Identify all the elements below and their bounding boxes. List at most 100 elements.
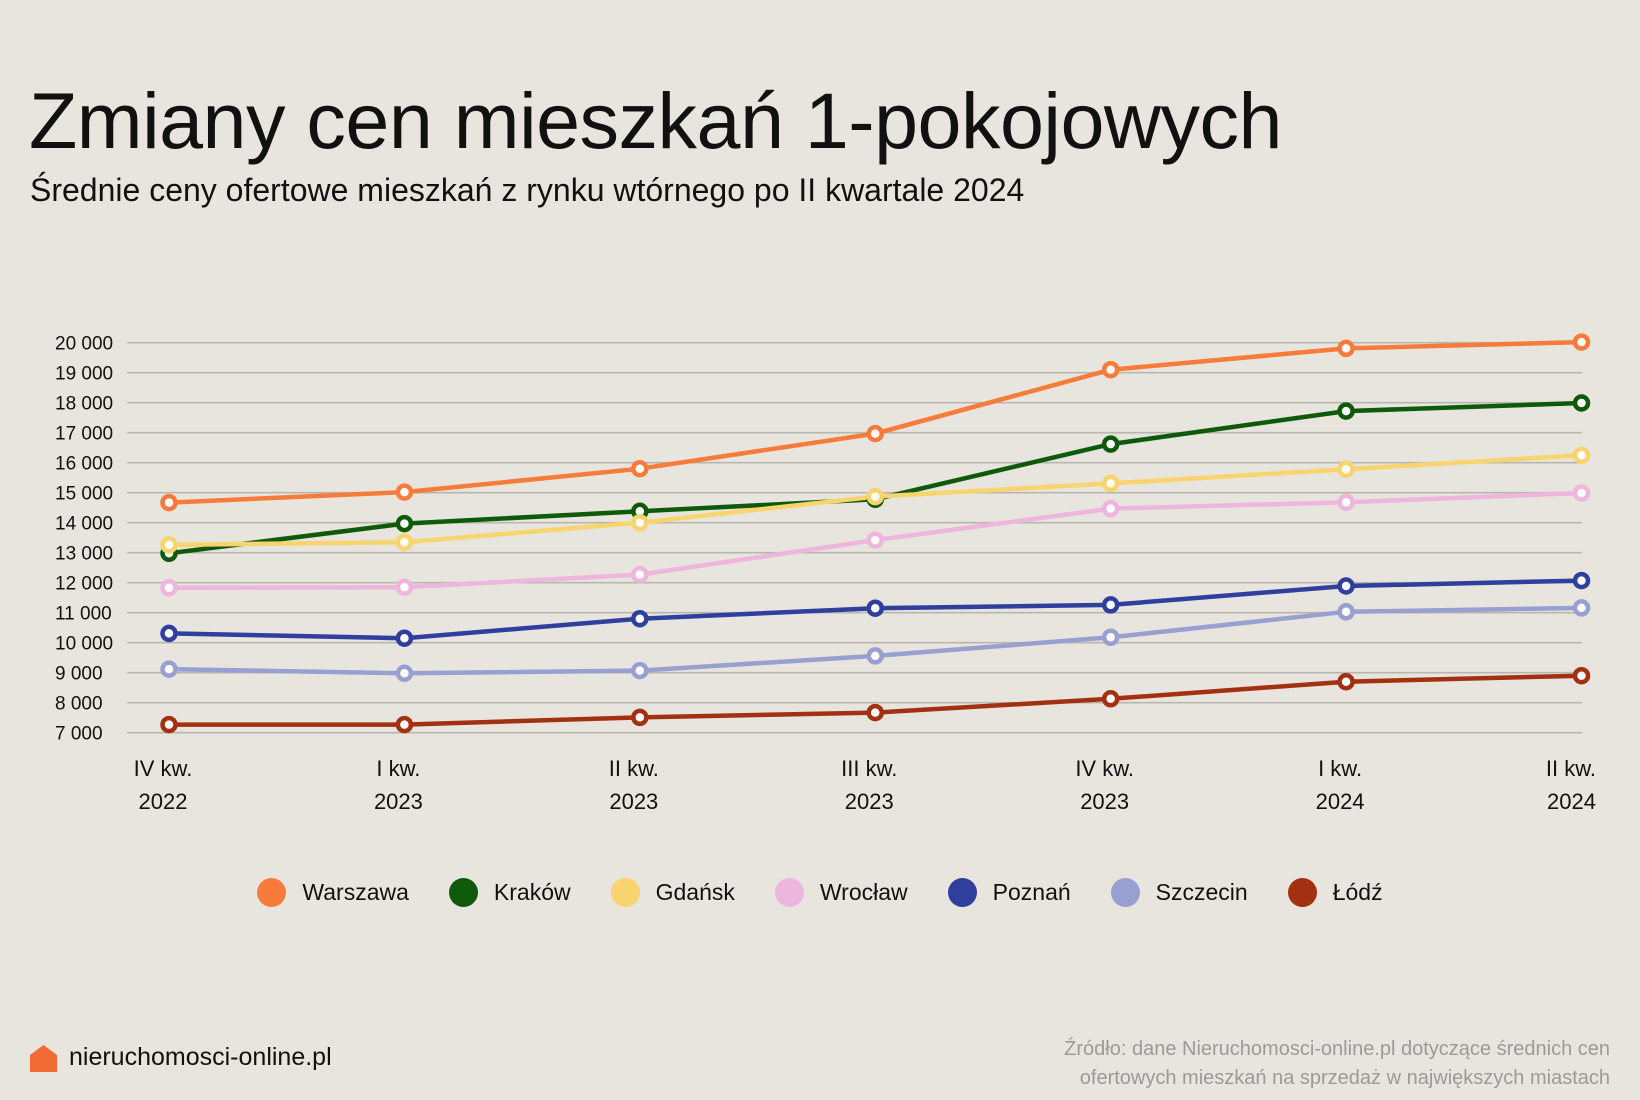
- x-tick-label-quarter: I kw.: [1318, 756, 1362, 781]
- legend-swatch-icon: [1287, 877, 1317, 907]
- legend-item[interactable]: Wrocław: [774, 877, 908, 907]
- data-point: [395, 533, 414, 551]
- y-tick-label: 20 000: [55, 334, 113, 355]
- y-tick-label: 7 000: [55, 724, 103, 745]
- data-point: [1101, 474, 1120, 493]
- legend: Warszawa Kraków Gdańsk Wrocław Poznań Szczeci…: [0, 874, 1640, 910]
- legend-label: Warszawa: [302, 878, 409, 905]
- source-line-2: ofertowych mieszkań na sprzedaż w najwię…: [1079, 1067, 1610, 1089]
- data-point: [1337, 493, 1355, 512]
- y-tick-label: 9 000: [55, 664, 103, 685]
- data-point: [160, 493, 178, 512]
- legend-item[interactable]: Łódź: [1287, 877, 1383, 907]
- data-point: [866, 599, 884, 617]
- data-point: [395, 578, 414, 596]
- data-point: [1337, 460, 1355, 479]
- data-point: [160, 624, 178, 643]
- y-tick-label: 19 000: [55, 364, 113, 385]
- legend-label: Szczecin: [1155, 878, 1248, 905]
- data-point: [1572, 446, 1591, 464]
- legend-label: Łódź: [1332, 878, 1383, 905]
- y-tick-label: 8 000: [55, 694, 103, 715]
- data-point: [631, 513, 649, 532]
- data-point: [866, 703, 884, 722]
- y-tick-label: 17 000: [55, 424, 113, 445]
- y-tick-label: 14 000: [55, 514, 113, 535]
- data-point: [395, 514, 414, 533]
- data-point: [866, 647, 884, 665]
- data-point: [866, 424, 884, 443]
- house-icon: [30, 1044, 57, 1072]
- y-tick-label: 16 000: [55, 454, 113, 475]
- x-tick-label-year: 2023: [845, 789, 894, 814]
- data-point: [1101, 499, 1120, 518]
- legend-item[interactable]: Warszawa: [257, 877, 409, 907]
- x-tick-label-year: 2023: [374, 789, 423, 814]
- legend-label: Gdańsk: [655, 878, 735, 905]
- data-point: [160, 536, 178, 554]
- y-tick-label: 15 000: [55, 484, 113, 505]
- x-tick-label-year: 2023: [609, 789, 658, 814]
- data-point: [1101, 435, 1120, 453]
- legend-swatch-icon: [774, 877, 804, 907]
- data-point: [1337, 402, 1355, 420]
- x-axis: IV kw. 2022 I kw. 2023 II kw. 2023 III kw. 2023…: [134, 756, 1596, 814]
- x-tick-label-quarter: III kw.: [841, 756, 897, 781]
- data-point: [1337, 603, 1355, 621]
- data-point: [1572, 599, 1591, 617]
- data-point: [631, 459, 649, 478]
- x-tick-label-year: 2022: [139, 789, 188, 814]
- data-point: [631, 661, 649, 680]
- x-tick-label-year: 2024: [1547, 789, 1596, 814]
- y-tick-label: 10 000: [55, 634, 113, 655]
- legend-swatch-icon: [257, 877, 287, 907]
- data-point: [866, 531, 884, 549]
- y-axis: 20 000 19 000 18 000 17 000 16 000 15 000 14 0…: [55, 334, 113, 745]
- data-point: [1337, 577, 1355, 595]
- x-tick-label-quarter: II kw.: [1546, 756, 1596, 781]
- data-point: [866, 487, 884, 506]
- y-tick-label: 12 000: [55, 574, 113, 595]
- data-point: [1572, 666, 1591, 685]
- data-point: [1337, 672, 1355, 691]
- data-point: [1101, 628, 1120, 647]
- legend-label: Kraków: [493, 878, 571, 905]
- data-point: [395, 483, 414, 501]
- data-point: [395, 664, 414, 683]
- series-line-warszawa: [166, 339, 1584, 505]
- data-point: [631, 708, 649, 727]
- x-tick-label-quarter: IV kw.: [134, 756, 193, 781]
- legend-item[interactable]: Gdańsk: [610, 877, 735, 907]
- chart-title: Zmiany cen mieszkań 1-pokojowych: [29, 76, 1282, 165]
- series-markers: [160, 333, 1591, 734]
- legend-item[interactable]: Kraków: [448, 877, 571, 907]
- legend-item[interactable]: Poznań: [947, 877, 1071, 907]
- data-point: [1101, 360, 1120, 379]
- data-point: [1337, 339, 1355, 358]
- legend-swatch-icon: [1110, 877, 1140, 907]
- source-note: Źródło: dane Nieruchomosci-online.pl dot…: [1064, 1035, 1610, 1093]
- brand-name: nieruchomosci-online.pl: [69, 1043, 332, 1071]
- data-point: [160, 715, 178, 734]
- y-tick-label: 11 000: [55, 604, 112, 625]
- legend-label: Poznań: [992, 878, 1071, 905]
- x-tick-label-quarter: I kw.: [376, 756, 420, 781]
- x-tick-label-year: 2023: [1080, 789, 1129, 814]
- y-tick-label: 13 000: [55, 544, 113, 565]
- data-point: [160, 579, 178, 597]
- legend-item[interactable]: Szczecin: [1110, 877, 1248, 907]
- data-point: [1572, 333, 1591, 351]
- data-point: [1572, 394, 1591, 412]
- legend-swatch-icon: [448, 877, 478, 907]
- legend-swatch-icon: [947, 877, 977, 907]
- data-point: [1572, 571, 1591, 590]
- legend-label: Wrocław: [819, 878, 908, 905]
- data-point: [1101, 596, 1120, 614]
- x-tick-label-year: 2024: [1316, 789, 1365, 814]
- data-point: [1572, 484, 1591, 502]
- line-chart: 20 000 19 000 18 000 17 000 16 000 15 000 14 0…: [55, 333, 1596, 814]
- brand[interactable]: nieruchomosci-online.pl: [30, 1043, 332, 1072]
- data-point: [395, 715, 414, 734]
- x-tick-label-quarter: IV kw.: [1075, 756, 1134, 781]
- data-point: [1101, 690, 1120, 708]
